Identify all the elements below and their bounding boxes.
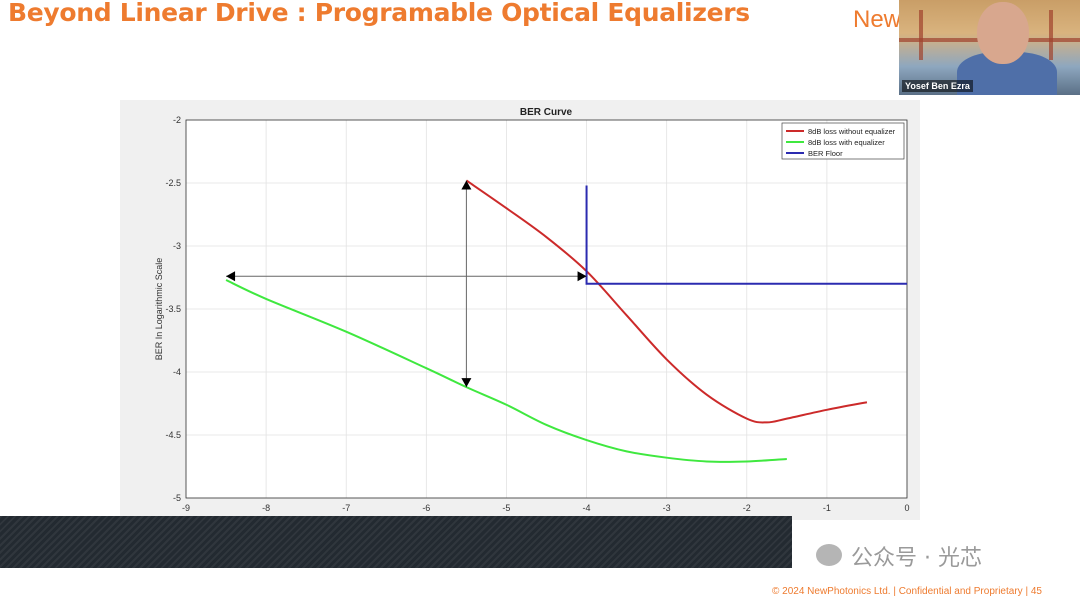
brand-logo: New	[853, 6, 902, 33]
footer-text: © 2024 NewPhotonics Ltd. | Confidential …	[772, 586, 1042, 597]
chart-title: BER Curve	[520, 107, 573, 118]
watermark-text: 公众号 · 光芯	[813, 540, 982, 572]
participant-avatar	[977, 2, 1029, 64]
x-tick-label: -1	[823, 503, 831, 513]
series-line-3	[585, 185, 907, 285]
annotation-arrowhead-start-1	[461, 180, 472, 190]
y-axis-label: BER In Logarithmic Scale	[154, 258, 164, 361]
chart-series	[225, 179, 907, 463]
chart-legend: 8dB loss without equalizer 8dB loss with …	[781, 122, 905, 160]
y-tick-label: -2	[173, 115, 181, 125]
annotation-arrowhead-end-1	[461, 378, 472, 388]
x-tick-label: -9	[182, 503, 190, 513]
y-tick-label: -4.5	[165, 430, 181, 440]
series-line-2	[225, 279, 787, 463]
x-tick-label: 0	[904, 503, 909, 513]
wechat-icon	[816, 544, 842, 566]
bridge-tower-left	[919, 10, 923, 60]
x-tick-label: -7	[342, 503, 350, 513]
x-tick-label: -4	[583, 503, 591, 513]
x-tick-label: -8	[262, 503, 270, 513]
legend-label-1: 8dB loss without equalizer	[808, 127, 896, 136]
slide-title: Beyond Linear Drive : Programable Optica…	[8, 0, 750, 27]
y-tick-label: -2.5	[165, 178, 181, 188]
x-tick-label: -6	[422, 503, 430, 513]
annotation-arrowhead-end-2	[577, 271, 587, 282]
axis-ticks: -9 -8 -7 -6 -5 -4 -3 -2 -1 0 -2 -2.5 -3 -3.5 -4 -4.5 -5	[165, 115, 909, 513]
series-line-1	[465, 179, 868, 424]
bridge-tower-right	[1049, 10, 1053, 60]
x-tick-label: -3	[663, 503, 671, 513]
watermark-label: 公众号 · 光芯	[851, 546, 982, 571]
legend-label-3: BER Floor	[808, 149, 843, 158]
participant-name-label: Yosef Ben Ezra	[902, 80, 973, 92]
legend-label-2: 8dB loss with equalizer	[808, 138, 885, 147]
caption-overlay	[0, 516, 792, 568]
y-tick-label: -4	[173, 367, 181, 377]
y-tick-label: -3	[173, 241, 181, 251]
chart-grid	[185, 119, 908, 499]
x-tick-label: -5	[502, 503, 510, 513]
participant-video[interactable]: Yosef Ben Ezra	[899, 0, 1080, 95]
y-tick-label: -5	[173, 493, 181, 503]
x-tick-label: -2	[743, 503, 751, 513]
annotation-arrowhead-start-2	[226, 271, 236, 282]
chart-annotations	[226, 180, 587, 388]
plot-frame	[185, 119, 908, 499]
y-tick-label: -3.5	[165, 304, 181, 314]
